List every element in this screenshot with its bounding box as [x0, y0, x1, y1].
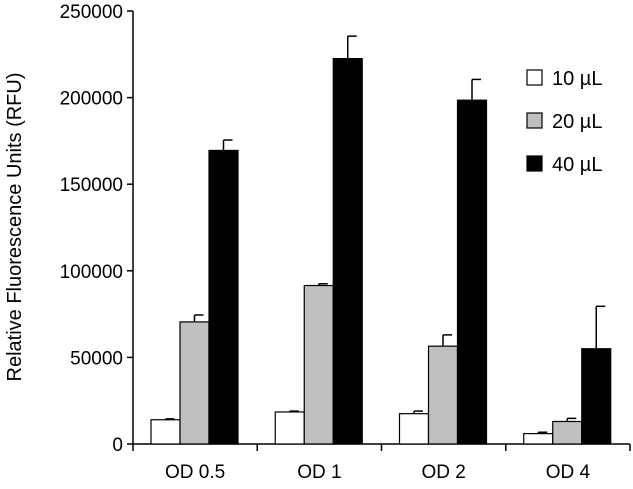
bar — [150, 419, 181, 445]
x-tick-label: OD 4 — [546, 462, 591, 483]
y-axis-title: Relative Fluorescence Units (RFU) — [4, 73, 26, 382]
legend-label: 40 µL — [552, 154, 602, 176]
x-tick-label: OD 0.5 — [165, 462, 225, 483]
x-ticks: OD 0.5 OD 1 OD 2 OD 4 — [132, 444, 631, 483]
legend: 10 µL 20 µL 40 µL — [526, 68, 602, 176]
bar — [398, 413, 430, 445]
y-tick-label: 200000 — [60, 89, 123, 110]
bar — [427, 345, 459, 445]
bars — [150, 58, 612, 445]
bar — [208, 149, 239, 445]
error-bars — [164, 35, 606, 434]
y-tick-label: 250000 — [60, 2, 123, 23]
bar — [303, 284, 334, 445]
bar — [332, 58, 363, 445]
bar — [274, 411, 305, 445]
x-tick-label: OD 1 — [297, 462, 341, 483]
bar — [523, 433, 554, 445]
y-tick-label: 100000 — [60, 262, 123, 283]
bar — [552, 420, 583, 445]
legend-label: 10 µL — [552, 68, 602, 90]
legend-label: 20 µL — [552, 111, 602, 133]
y-tick-label: 0 — [112, 435, 123, 456]
legend-swatch — [526, 69, 543, 86]
y-axis: 0 50000 100000 150000 200000 250000 — [60, 2, 134, 456]
y-tick-label: 150000 — [60, 175, 123, 196]
legend-swatch — [526, 112, 543, 129]
y-ticks: 0 50000 100000 150000 200000 250000 — [60, 2, 133, 456]
x-axis: OD 0.5 OD 1 OD 2 OD 4 — [132, 443, 631, 483]
bar — [456, 99, 488, 445]
x-tick-label: OD 2 — [421, 462, 465, 483]
legend-swatch — [526, 155, 543, 172]
y-tick-label: 50000 — [70, 348, 123, 369]
bar — [581, 348, 612, 445]
bar — [179, 321, 210, 445]
